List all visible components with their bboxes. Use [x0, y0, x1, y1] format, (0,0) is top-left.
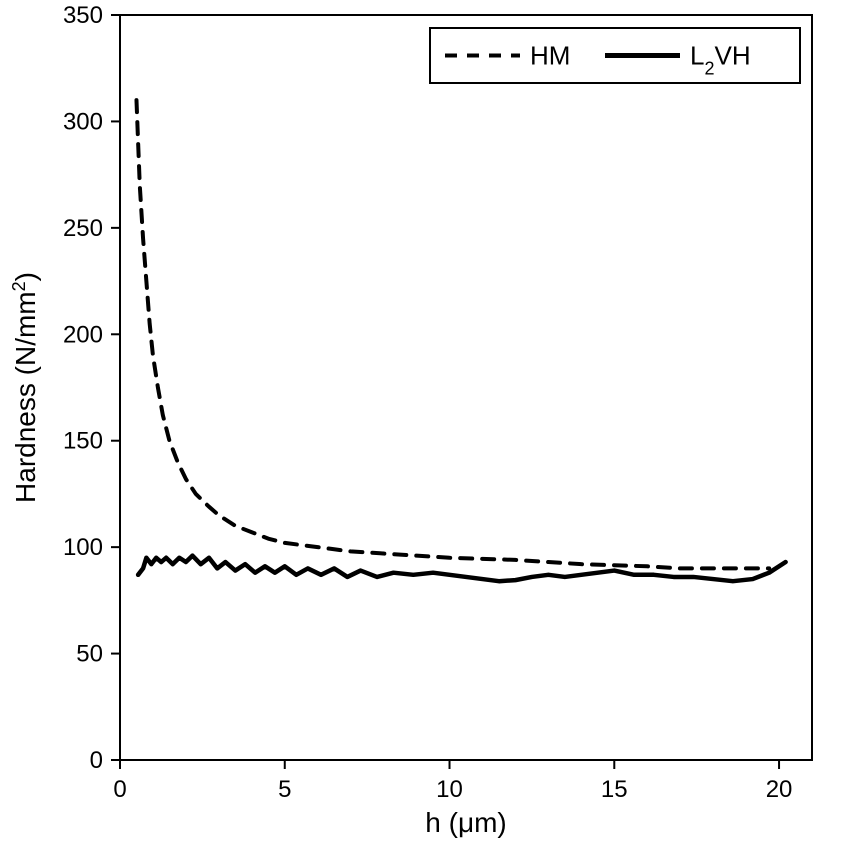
x-tick-label: 5 [278, 776, 291, 803]
y-tick-label: 50 [76, 641, 103, 668]
legend-label-hm: HM [530, 41, 570, 71]
y-tick-label: 300 [63, 108, 103, 135]
y-tick-label: 150 [63, 428, 103, 455]
hardness-chart: 0 5 10 15 20 h (μm) 0 50 100 150 200 250 300 350 Hardn… [0, 0, 842, 853]
chart-container: 0 5 10 15 20 h (μm) 0 50 100 150 200 250 300 350 Hardn… [0, 0, 842, 853]
x-axis-title: h (μm) [425, 807, 506, 838]
y-tick-label: 200 [63, 321, 103, 348]
y-tick-label: 100 [63, 534, 103, 561]
x-tick-label: 0 [113, 776, 126, 803]
x-tick-label: 20 [766, 776, 793, 803]
legend-label-l2vh: L2VH [690, 41, 751, 79]
series-hm [136, 100, 769, 568]
legend: HM L2VH [430, 28, 800, 83]
x-tick-label: 15 [601, 776, 628, 803]
y-tick-label: 250 [63, 215, 103, 242]
x-tick-label: 10 [436, 776, 463, 803]
y-tick-label: 350 [63, 2, 103, 29]
y-tick-label: 0 [90, 747, 103, 774]
y-axis-title: Hardness (N/mm2) [9, 272, 41, 503]
plot-frame [120, 15, 812, 760]
